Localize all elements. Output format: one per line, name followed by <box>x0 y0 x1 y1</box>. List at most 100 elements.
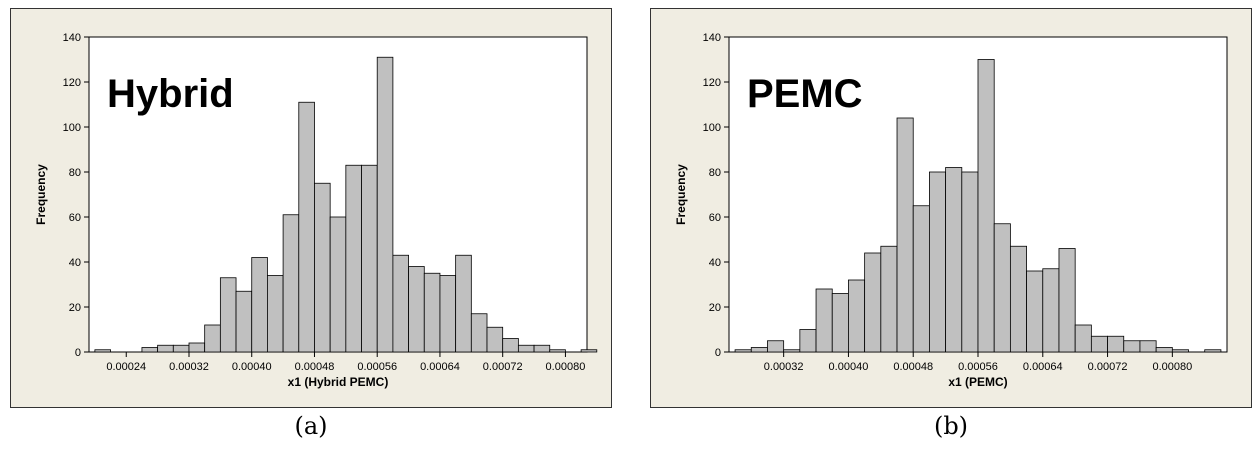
y-axis-label: Frequency <box>674 164 688 225</box>
histogram-bar <box>439 275 457 353</box>
histogram-panel-hybrid: 0 20 40 60 80 100 120 140 0.00024 0.00032 0.00040 0… <box>10 8 612 408</box>
x-tick-label: 0.00048 <box>893 361 933 373</box>
histogram-bar <box>517 344 535 353</box>
histogram-bar <box>1009 245 1027 353</box>
histogram-bar <box>1204 349 1222 353</box>
caption-b: (b) <box>933 412 969 440</box>
histogram-bar <box>734 349 752 353</box>
x-tick-label: 0.00048 <box>295 361 335 373</box>
histogram-bar <box>929 171 947 353</box>
histogram-bar <box>204 324 221 353</box>
histogram-bar <box>219 277 237 353</box>
x-tick-label: 0.00064 <box>1023 361 1063 373</box>
histogram-bar <box>549 349 566 353</box>
histogram-bar <box>831 293 849 353</box>
histogram-bar <box>470 313 488 353</box>
x-tick-label: 0.00056 <box>958 361 998 373</box>
x-tick-label: 0.00080 <box>1152 361 1192 373</box>
histogram-bar <box>848 279 866 353</box>
y-tick-label: 60 <box>709 212 721 224</box>
x-tick-label: 0.00024 <box>106 361 146 373</box>
histogram-bar <box>533 344 551 353</box>
histogram-bar <box>1171 349 1189 353</box>
histogram-bar <box>423 272 441 353</box>
x-axis-label: x1 (Hybrid PEMC) <box>288 375 389 389</box>
x-tick-label: 0.00072 <box>483 361 523 373</box>
y-tick-label: 140 <box>703 32 721 44</box>
histogram-bar <box>188 342 206 353</box>
histogram-bar <box>94 349 111 353</box>
y-tick-label: 20 <box>709 302 721 314</box>
x-tick-label: 0.00040 <box>829 361 869 373</box>
histogram-bar <box>783 349 801 353</box>
histogram-bar <box>172 344 190 353</box>
histogram-bar <box>1090 335 1108 353</box>
histogram-panel-pemc: 0 20 40 60 80 100 120 140 0.00032 0.00040 0.00048 0… <box>650 8 1252 408</box>
histogram-bar <box>345 164 362 353</box>
y-tick-label: 40 <box>709 257 721 269</box>
histogram-bar <box>267 275 284 353</box>
histogram-bar <box>376 56 394 353</box>
x-tick-label: 0.00032 <box>169 361 209 373</box>
histogram-bar <box>977 59 995 353</box>
y-tick-label: 0 <box>715 347 721 359</box>
histogram-bar <box>408 266 425 353</box>
y-tick-label: 120 <box>63 77 81 89</box>
x-tick-label: 0.00040 <box>232 361 272 373</box>
histogram-bar <box>580 349 598 353</box>
histogram-bar <box>1074 324 1092 353</box>
histogram-bar <box>1042 268 1060 353</box>
histogram-bar <box>896 117 914 353</box>
y-tick-label: 100 <box>63 122 81 134</box>
y-tick-label: 60 <box>69 212 81 224</box>
histogram-bar <box>799 329 817 353</box>
histogram-bar <box>750 347 768 353</box>
chart-annotation: Hybrid <box>107 72 234 116</box>
x-tick-label: 0.00072 <box>1088 361 1128 373</box>
y-tick-label: 100 <box>703 122 721 134</box>
histogram-bar <box>502 338 519 353</box>
y-axis-label: Frequency <box>34 164 48 225</box>
histogram-bar <box>141 347 159 353</box>
chart-annotation: PEMC <box>747 72 863 116</box>
histogram-bar <box>945 167 963 353</box>
y-tick-label: 40 <box>69 257 81 269</box>
x-tick-label: 0.00032 <box>764 361 804 373</box>
histogram-bar <box>251 257 268 353</box>
histogram-bar <box>282 214 300 353</box>
histogram-bar <box>1139 340 1157 353</box>
y-tick-label: 0 <box>75 347 81 359</box>
histogram-bar <box>815 288 833 353</box>
histogram-bar <box>1058 248 1076 353</box>
histogram-bar <box>392 254 409 353</box>
histogram-chart-pemc: 0 20 40 60 80 100 120 140 0.00032 0.00040 0.00048 0… <box>674 32 1228 389</box>
histogram-bar <box>993 223 1011 353</box>
histogram-bar <box>455 254 472 353</box>
y-tick-label: 80 <box>709 167 721 179</box>
histogram-chart-hybrid: 0 20 40 60 80 100 120 140 0.00024 0.00032 0.00040 0… <box>34 32 598 389</box>
histogram-bar <box>1026 270 1044 353</box>
x-axis-label: x1 (PEMC) <box>948 375 1007 389</box>
x-tick-label: 0.00056 <box>357 361 397 373</box>
histogram-bar <box>486 326 504 353</box>
histogram-bar <box>329 216 347 353</box>
y-tick-label: 140 <box>63 32 81 44</box>
histogram-bar <box>961 171 979 353</box>
histogram-bar <box>880 245 898 353</box>
y-tick-label: 120 <box>703 77 721 89</box>
y-tick-label: 80 <box>69 167 81 179</box>
histogram-bar <box>157 344 174 353</box>
histogram-bar <box>1107 335 1125 353</box>
x-tick-label: 0.00080 <box>546 361 586 373</box>
histogram-bar <box>767 340 785 353</box>
histogram-bar <box>1123 340 1141 353</box>
y-tick-label: 20 <box>69 302 81 314</box>
caption-a: (a) <box>294 412 328 440</box>
histogram-bar <box>314 182 331 353</box>
histogram-bar <box>1155 347 1173 353</box>
x-tick-label: 0.00064 <box>420 361 460 373</box>
histogram-bar <box>235 290 253 353</box>
histogram-bar <box>298 101 315 353</box>
histogram-bar <box>361 164 378 353</box>
histogram-bar <box>864 252 882 353</box>
